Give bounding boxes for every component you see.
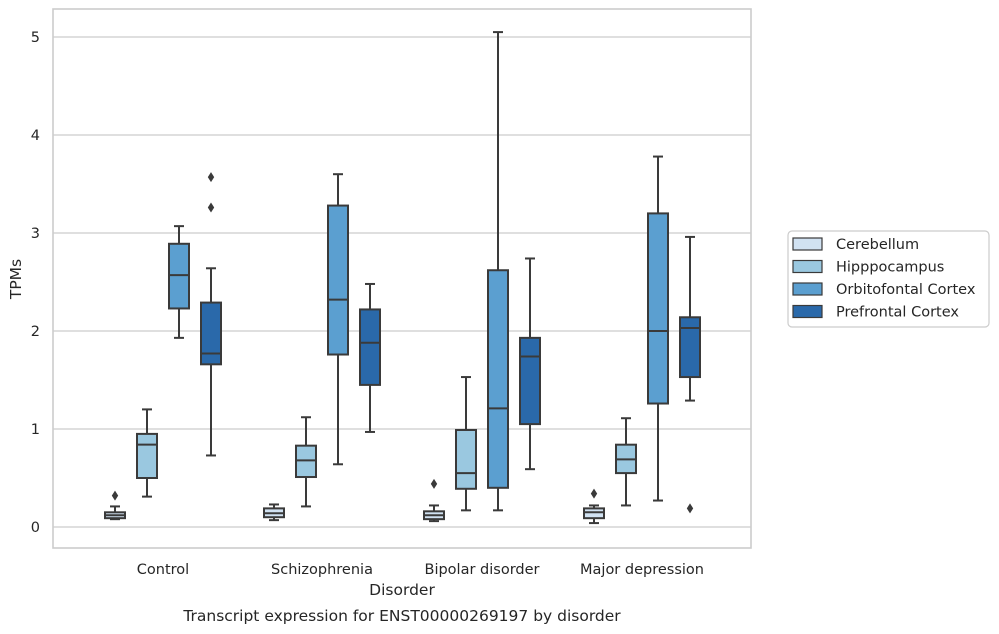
y-tick-label: 3 (31, 226, 40, 242)
x-axis-label: Disorder (369, 581, 435, 599)
plot-frame (52, 8, 752, 549)
y-tick-label: 0 (31, 520, 40, 536)
box-iqr (136, 432, 158, 479)
legend-label: Prefrontal Cortex (836, 305, 959, 321)
box-cerebellum (423, 478, 445, 523)
legend: Cerebellum Hipppocampus Orbitofontal Corte… (787, 230, 990, 328)
box-hipppocampus (295, 416, 317, 508)
box-orbitofontal-cortex (327, 173, 349, 466)
y-axis-ticks: 0 1 2 3 4 5 (31, 30, 40, 536)
box-hipppocampus (615, 417, 637, 507)
box-iqr (647, 212, 669, 405)
box-iqr (327, 204, 349, 356)
box-iqr (200, 301, 222, 366)
x-tick-label: Major depression (580, 562, 704, 578)
box-cerebellum (104, 490, 126, 521)
box-iqr (519, 336, 541, 426)
legend-swatch (792, 259, 823, 274)
y-axis-label: TPMs (7, 259, 25, 300)
gridlines (53, 36, 751, 528)
box-orbitofontal-cortex (487, 31, 509, 512)
y-tick-label: 1 (31, 422, 40, 438)
legend-label: Orbitofontal Cortex (836, 282, 976, 298)
outlier-point (686, 503, 694, 514)
box-prefrontal-cortex (679, 235, 701, 514)
outlier-point (207, 172, 215, 183)
x-tick-label: Bipolar disorder (425, 562, 540, 578)
x-axis-ticks: Control Schizophrenia Bipolar disorder Majo… (137, 562, 704, 578)
box-cerebellum (263, 503, 285, 522)
legend-swatch (792, 282, 823, 296)
box-iqr (455, 428, 477, 490)
box-iqr (487, 269, 509, 489)
y-tick-label: 5 (31, 30, 40, 46)
legend-swatch (792, 237, 823, 251)
box-hipppocampus (136, 408, 158, 498)
box-cerebellum (583, 488, 605, 525)
box-orbitofontal-cortex (647, 155, 669, 502)
box-orbitofontal-cortex (168, 225, 190, 339)
outlier-point (590, 488, 598, 499)
box-hipppocampus (455, 376, 477, 512)
legend-frame (787, 230, 990, 328)
legend-label: Cerebellum (836, 237, 919, 253)
outlier-point (111, 490, 119, 501)
outlier-point (207, 202, 215, 213)
legend-label: Hipppocampus (836, 260, 944, 276)
legend-swatch (792, 304, 823, 319)
x-tick-label: Schizophrenia (271, 562, 373, 578)
chart-caption: Transcript expression for ENST0000026919… (182, 607, 621, 625)
x-tick-label: Control (137, 562, 189, 578)
y-tick-label: 2 (31, 324, 40, 340)
outlier-point (430, 478, 438, 489)
box-prefrontal-cortex (200, 172, 222, 457)
box-iqr (679, 316, 701, 379)
box-prefrontal-cortex (359, 282, 381, 433)
plot-area-boxes (104, 31, 701, 525)
y-tick-label: 4 (31, 128, 40, 144)
box-prefrontal-cortex (519, 257, 541, 471)
box-iqr (359, 308, 381, 386)
